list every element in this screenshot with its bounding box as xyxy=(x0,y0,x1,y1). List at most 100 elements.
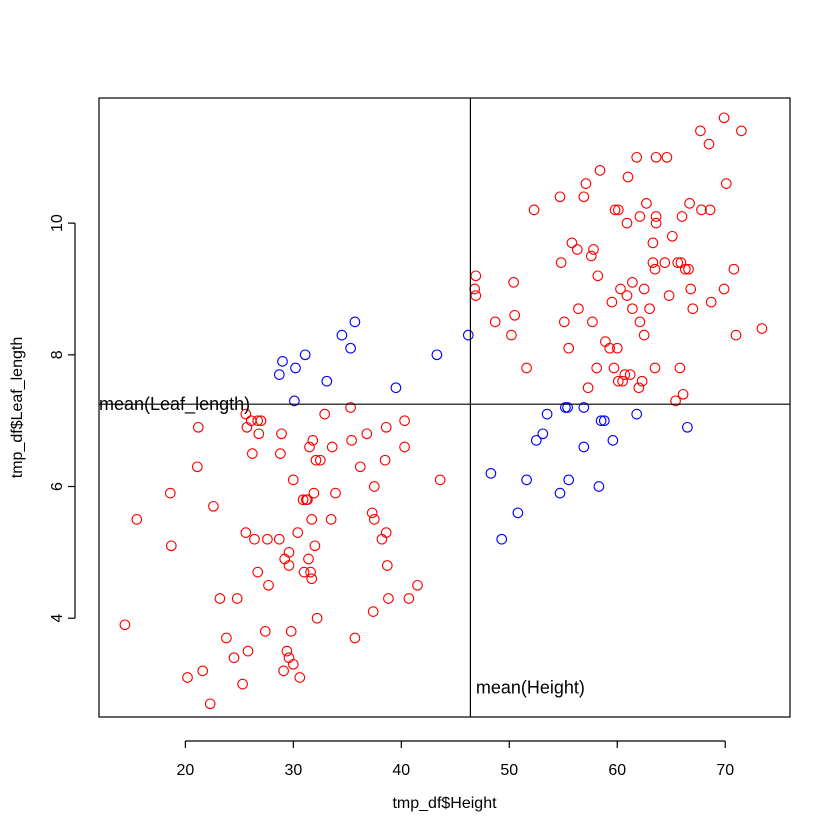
data-point-red xyxy=(262,533,273,545)
data-point-red xyxy=(305,566,316,578)
data-point-blue xyxy=(593,481,605,492)
data-point-red xyxy=(650,217,662,229)
data-point-red xyxy=(368,481,380,492)
data-point-red xyxy=(612,375,624,387)
data-point-red xyxy=(303,553,314,565)
data-point-blue xyxy=(562,402,573,413)
data-point-red xyxy=(131,514,143,525)
data-point-red xyxy=(684,198,695,209)
data-point-red xyxy=(310,454,322,466)
data-point-blue xyxy=(290,362,301,374)
data-point-blue xyxy=(554,487,566,499)
data-point-red xyxy=(585,250,597,262)
data-point-red xyxy=(508,277,519,288)
y-axis: 4 6 8 10 xyxy=(49,214,76,623)
data-point-red xyxy=(676,211,688,222)
data-point-red xyxy=(704,204,716,216)
data-point-red xyxy=(366,507,378,519)
data-point-red xyxy=(506,329,517,341)
data-point-red xyxy=(588,244,599,255)
data-point-red xyxy=(354,461,366,473)
data-point-red xyxy=(594,165,606,176)
data-point-red xyxy=(191,461,203,473)
data-point-red xyxy=(554,191,566,203)
data-point-red xyxy=(263,579,274,591)
data-point-red xyxy=(679,263,691,275)
data-point-red xyxy=(631,151,643,163)
data-point-red xyxy=(319,408,331,420)
data-point-red xyxy=(615,283,626,295)
data-point-red xyxy=(624,369,636,380)
data-point-red xyxy=(649,362,661,374)
data-point-red xyxy=(509,309,521,321)
data-point-red xyxy=(612,204,624,216)
data-point-red xyxy=(578,191,590,203)
data-point-red xyxy=(380,421,392,433)
data-point-red xyxy=(292,527,304,538)
data-point-red xyxy=(622,171,634,183)
data-point-red xyxy=(674,362,686,374)
data-point-red xyxy=(380,527,392,538)
data-point-blue xyxy=(541,408,553,420)
data-point-red xyxy=(703,138,715,150)
data-point-red xyxy=(204,698,216,710)
x-axis: 20 30 40 50 60 70 xyxy=(176,740,734,779)
data-point-red xyxy=(728,263,740,275)
data-point-red xyxy=(285,626,297,637)
data-point-red xyxy=(650,211,662,222)
data-point-red xyxy=(563,342,575,354)
data-point-red xyxy=(253,428,265,440)
data-point-blue xyxy=(273,369,285,380)
data-point-red xyxy=(255,415,267,427)
data-point-red xyxy=(687,303,699,315)
data-point-red xyxy=(182,672,193,683)
data-point-red xyxy=(608,362,620,374)
data-point-red xyxy=(600,336,611,347)
data-point-red xyxy=(644,303,655,315)
data-point-red xyxy=(399,441,410,453)
data-point-red xyxy=(325,514,337,525)
data-point-red xyxy=(627,303,638,315)
data-point-red xyxy=(259,626,271,637)
data-point-red xyxy=(275,448,286,459)
plot-box xyxy=(98,97,791,718)
data-point-red xyxy=(661,151,673,163)
data-point-red xyxy=(246,448,258,459)
data-point-red xyxy=(164,487,176,499)
data-point-red xyxy=(470,290,482,301)
data-point-red xyxy=(283,547,295,558)
data-point-red xyxy=(696,204,707,216)
data-point-red xyxy=(592,270,604,282)
data-point-red xyxy=(634,316,646,328)
data-point-red xyxy=(647,257,659,268)
y-tick-label: 6 xyxy=(49,482,66,491)
data-point-red xyxy=(403,593,415,604)
data-point-red xyxy=(302,494,313,506)
data-point-red xyxy=(252,566,264,578)
x-tick-label: 50 xyxy=(500,762,518,779)
x-tick-label: 70 xyxy=(716,762,734,779)
data-point-red xyxy=(208,500,219,512)
data-point-red xyxy=(278,665,289,677)
data-point-red xyxy=(611,342,623,354)
data-point-red xyxy=(241,421,253,433)
data-point-red xyxy=(638,283,650,295)
data-point-red xyxy=(695,125,706,137)
data-point-blue xyxy=(485,468,497,479)
data-point-red xyxy=(252,415,264,427)
y-tick-label: 8 xyxy=(49,350,66,359)
data-point-red xyxy=(558,316,570,328)
data-point-red xyxy=(345,402,356,413)
data-point-red xyxy=(649,263,661,275)
data-point-blue xyxy=(607,435,619,446)
x-tick-label: 20 xyxy=(176,762,194,779)
data-point-red xyxy=(309,540,321,552)
data-point-red xyxy=(617,375,628,387)
data-point-red xyxy=(379,454,391,466)
data-point-blue xyxy=(299,349,311,361)
data-point-blue xyxy=(390,382,402,394)
data-point-red xyxy=(214,593,226,604)
data-point-red xyxy=(705,296,717,308)
data-point-red xyxy=(287,658,299,670)
